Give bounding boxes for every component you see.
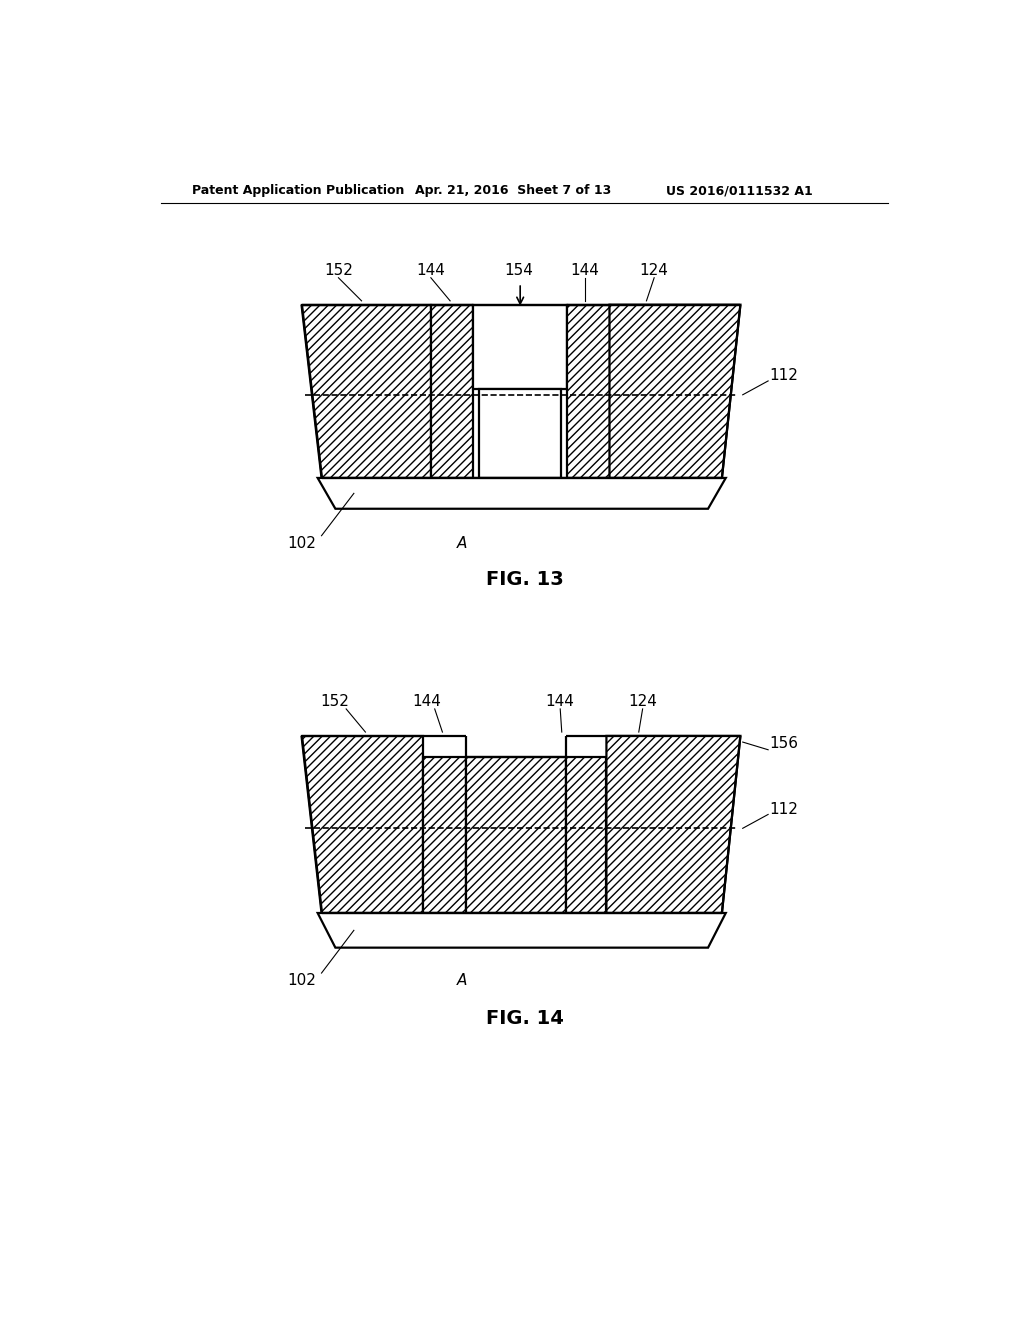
Polygon shape: [609, 305, 740, 478]
Text: FIG. 13: FIG. 13: [486, 570, 563, 589]
Text: 144: 144: [413, 694, 441, 709]
Polygon shape: [301, 737, 423, 913]
Text: 102: 102: [287, 536, 316, 550]
Text: Apr. 21, 2016  Sheet 7 of 13: Apr. 21, 2016 Sheet 7 of 13: [416, 185, 611, 197]
Polygon shape: [317, 913, 726, 948]
Text: 144: 144: [570, 263, 599, 277]
Polygon shape: [301, 305, 431, 478]
Polygon shape: [317, 478, 726, 508]
Text: 152: 152: [324, 263, 353, 277]
Text: 144: 144: [417, 263, 445, 277]
Text: 152: 152: [321, 694, 349, 709]
Text: 112: 112: [770, 801, 799, 817]
Polygon shape: [466, 758, 565, 913]
Polygon shape: [479, 389, 561, 478]
Polygon shape: [423, 758, 466, 913]
Polygon shape: [473, 305, 567, 389]
Text: 124: 124: [640, 263, 669, 277]
Text: A: A: [457, 536, 467, 550]
Text: 112: 112: [770, 368, 799, 383]
Text: FIG. 14: FIG. 14: [485, 1010, 564, 1028]
Text: 102: 102: [287, 973, 316, 989]
Text: A: A: [457, 973, 467, 989]
Text: 156: 156: [770, 737, 799, 751]
Text: 154: 154: [504, 263, 534, 277]
Text: 144: 144: [546, 694, 574, 709]
Polygon shape: [431, 305, 473, 478]
Text: 124: 124: [628, 694, 657, 709]
Text: US 2016/0111532 A1: US 2016/0111532 A1: [666, 185, 812, 197]
Polygon shape: [606, 737, 740, 913]
Text: Patent Application Publication: Patent Application Publication: [193, 185, 404, 197]
Polygon shape: [565, 758, 606, 913]
Polygon shape: [567, 305, 609, 478]
